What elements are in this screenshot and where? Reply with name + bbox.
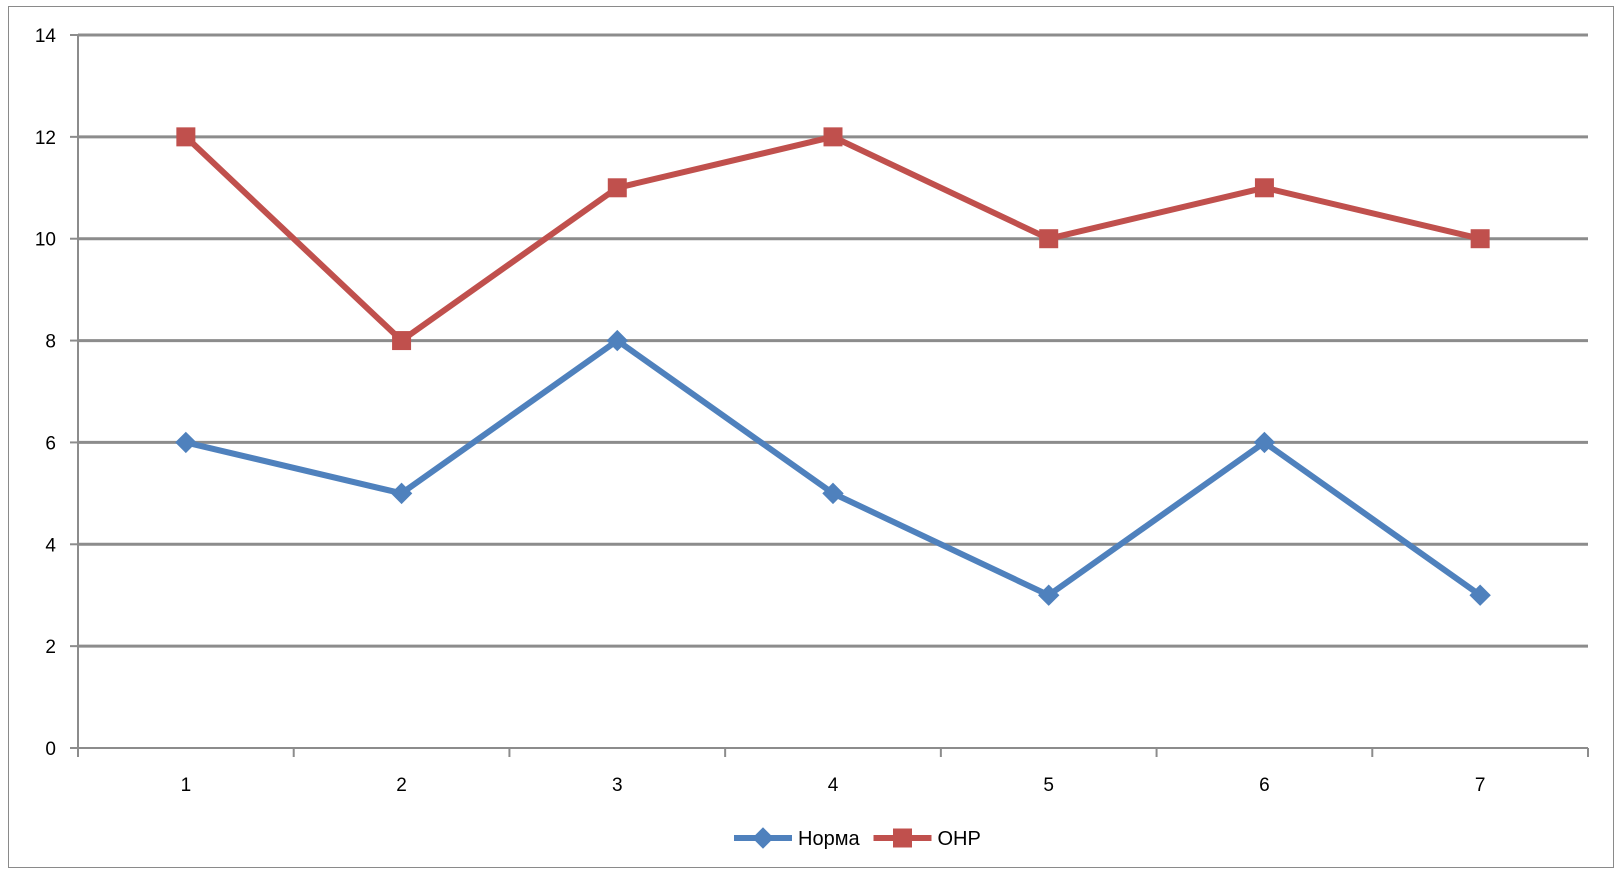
x-tick-label: 5 <box>1043 775 1054 796</box>
y-tick-label: 10 <box>35 230 56 251</box>
legend-marker <box>752 827 774 849</box>
legend-label: Норма <box>798 828 860 850</box>
y-tick-label: 4 <box>45 535 56 556</box>
y-tick-label: 12 <box>35 128 56 149</box>
chart-frame <box>8 6 1614 868</box>
series <box>175 127 1491 606</box>
y-tick-label: 2 <box>45 637 56 658</box>
data-point <box>1469 584 1491 606</box>
series-line <box>182 337 1484 599</box>
x-tick-label: 1 <box>181 775 192 796</box>
y-tick-label: 14 <box>35 26 57 47</box>
data-point <box>1038 584 1060 606</box>
x-tick-label: 6 <box>1259 775 1270 796</box>
y-axis-tick-labels: 0 2 4 6 8 10 12 14 <box>35 26 57 760</box>
axes <box>70 34 1589 757</box>
data-point <box>1254 178 1274 198</box>
legend: Норма ОНР <box>734 827 981 850</box>
y-tick-label: 6 <box>45 433 56 454</box>
series-1 <box>175 329 1491 606</box>
x-tick-label: 7 <box>1475 775 1486 796</box>
legend-label: ОНР <box>938 828 981 850</box>
x-tick-label: 3 <box>612 775 623 796</box>
data-point <box>1253 431 1276 454</box>
data-point <box>823 127 843 147</box>
data-point <box>392 331 412 351</box>
legend-item-1: Норма <box>734 827 860 850</box>
gridlines <box>78 33 1588 648</box>
x-axis-tick-labels: 1 2 3 4 5 6 7 <box>181 775 1486 796</box>
x-tick-label: 2 <box>396 775 407 796</box>
data-point <box>606 329 628 352</box>
data-point <box>1039 229 1059 249</box>
legend-item-2: ОНР <box>873 828 981 850</box>
series-2 <box>176 127 1490 351</box>
y-tick-label: 8 <box>45 332 56 353</box>
data-point <box>176 127 196 147</box>
y-tick-label: 0 <box>45 739 56 760</box>
legend-marker <box>893 828 912 848</box>
data-point <box>390 482 413 505</box>
data-point <box>1470 229 1490 249</box>
x-tick-label: 4 <box>828 775 839 796</box>
data-point <box>607 178 627 198</box>
data-point <box>822 482 844 505</box>
data-point <box>175 431 197 454</box>
